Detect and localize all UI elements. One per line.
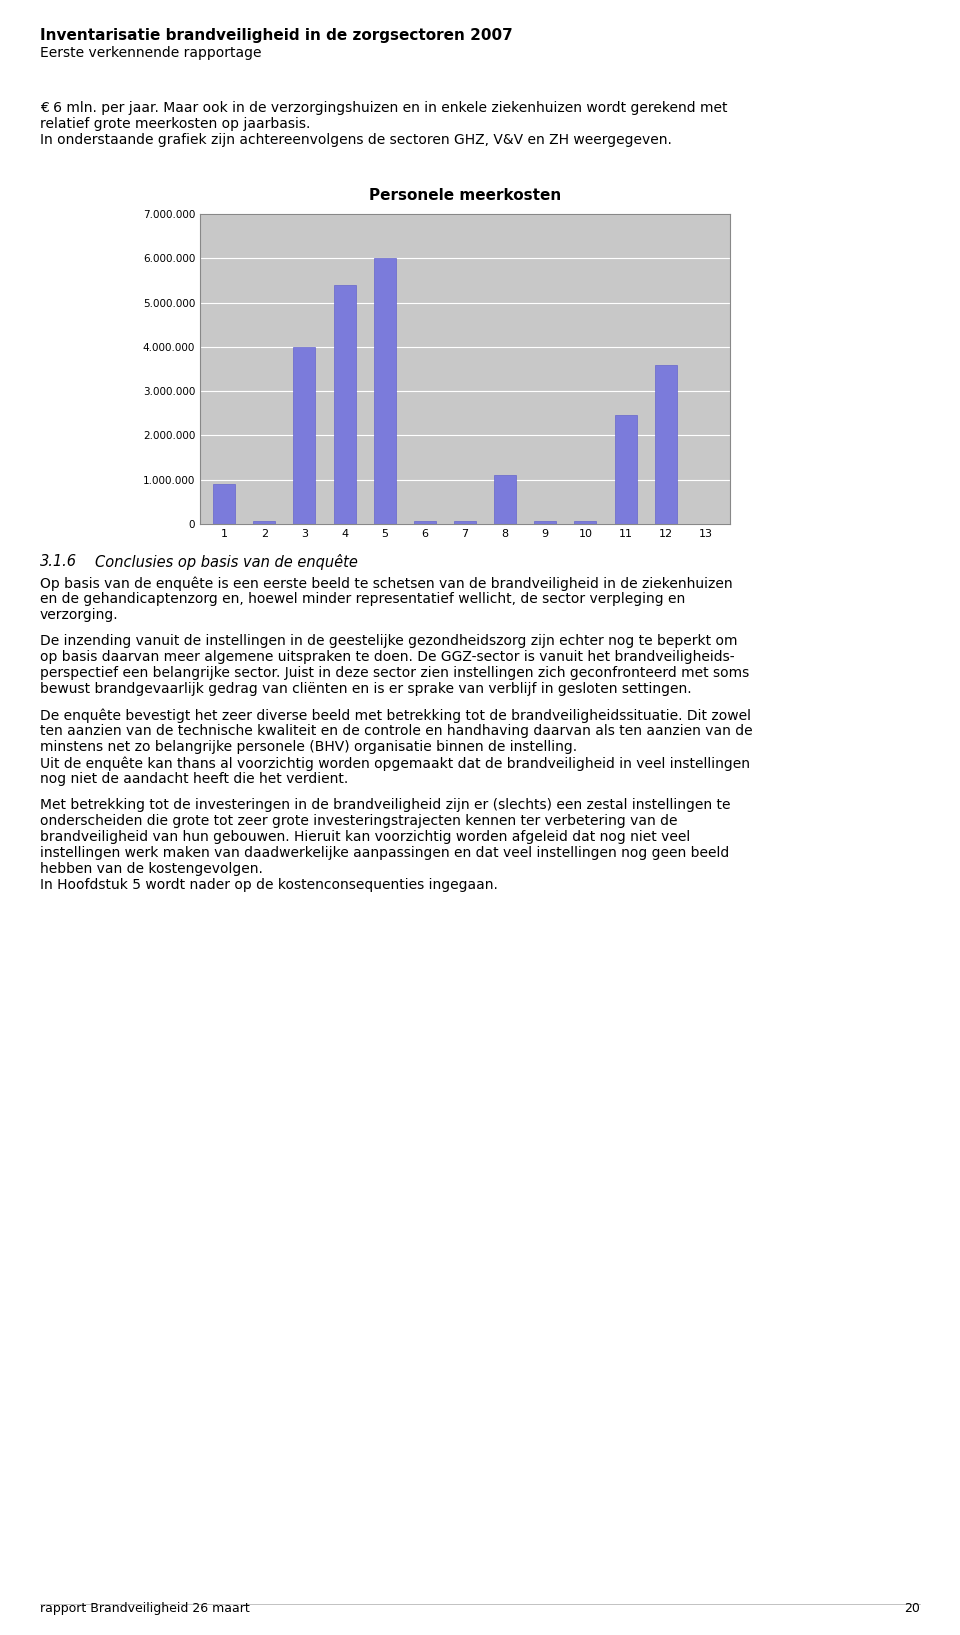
Text: en de gehandicaptenzorg en, hoewel minder representatief wellicht, de sector ver: en de gehandicaptenzorg en, hoewel minde… [40,592,685,607]
Bar [373,258,396,523]
Text: Conclusies op basis van de enquête: Conclusies op basis van de enquête [95,554,358,571]
Text: 3.1.6: 3.1.6 [40,554,77,569]
Text: € 6 mln. per jaar. Maar ook in de verzorgingshuizen en in enkele ziekenhuizen wo: € 6 mln. per jaar. Maar ook in de verzor… [40,101,728,114]
Text: onderscheiden die grote tot zeer grote investeringstrajecten kennen ter verbeter: onderscheiden die grote tot zeer grote i… [40,814,678,827]
Text: ten aanzien van de technische kwaliteit en de controle en handhaving daarvan als: ten aanzien van de technische kwaliteit … [40,724,753,737]
Title: Personele meerkosten: Personele meerkosten [369,188,562,203]
Bar [414,522,436,523]
Text: Uit de enquête kan thans al voorzichtig worden opgemaakt dat de brandveiligheid : Uit de enquête kan thans al voorzichtig … [40,755,750,770]
Bar [253,522,276,523]
Bar [535,522,557,523]
Text: nog niet de aandacht heeft die het verdient.: nog niet de aandacht heeft die het verdi… [40,772,348,786]
Text: Op basis van de enquête is een eerste beeld te schetsen van de brandveiligheid i: Op basis van de enquête is een eerste be… [40,576,732,590]
Text: instellingen werk maken van daadwerkelijke aanpassingen en dat veel instellingen: instellingen werk maken van daadwerkelij… [40,845,730,860]
Bar [454,522,476,523]
Text: De enquête bevestigt het zeer diverse beeld met betrekking tot de brandveilighei: De enquête bevestigt het zeer diverse be… [40,708,751,723]
Bar [213,484,235,523]
Text: brandveiligheid van hun gebouwen. Hieruit kan voorzichtig worden afgeleid dat no: brandveiligheid van hun gebouwen. Hierui… [40,831,690,844]
Text: bewust brandgevaarlijk gedrag van cliënten en is er sprake van verblijf in geslo: bewust brandgevaarlijk gedrag van cliënt… [40,682,691,697]
Text: In onderstaande grafiek zijn achtereenvolgens de sectoren GHZ, V&V en ZH weergeg: In onderstaande grafiek zijn achtereenvo… [40,132,672,147]
Bar [494,476,516,523]
Text: In Hoofdstuk 5 wordt nader op de kostenconsequenties ingegaan.: In Hoofdstuk 5 wordt nader op de kostenc… [40,878,498,893]
Text: verzorging.: verzorging. [40,608,119,621]
Text: 20: 20 [904,1602,920,1615]
Bar [294,347,316,523]
Text: hebben van de kostengevolgen.: hebben van de kostengevolgen. [40,862,263,876]
Text: op basis daarvan meer algemene uitspraken te doen. De GGZ-sector is vanuit het b: op basis daarvan meer algemene uitsprake… [40,651,734,664]
Text: minstens net zo belangrijke personele (BHV) organisatie binnen de instelling.: minstens net zo belangrijke personele (B… [40,741,577,754]
Text: Met betrekking tot de investeringen in de brandveiligheid zijn er (slechts) een : Met betrekking tot de investeringen in d… [40,798,731,813]
Text: perspectief een belangrijke sector. Juist in deze sector zien instellingen zich : perspectief een belangrijke sector. Juis… [40,665,749,680]
Text: relatief grote meerkosten op jaarbasis.: relatief grote meerkosten op jaarbasis. [40,118,310,131]
Text: De inzending vanuit de instellingen in de geestelijke gezondheidszorg zijn echte: De inzending vanuit de instellingen in d… [40,634,737,647]
Text: Inventarisatie brandveiligheid in de zorgsectoren 2007: Inventarisatie brandveiligheid in de zor… [40,28,513,43]
Text: rapport Brandveiligheid 26 maart: rapport Brandveiligheid 26 maart [40,1602,250,1615]
Bar [574,522,596,523]
Text: Eerste verkennende rapportage: Eerste verkennende rapportage [40,46,261,60]
Bar [333,284,355,523]
Bar [655,365,677,523]
Bar [614,415,636,523]
